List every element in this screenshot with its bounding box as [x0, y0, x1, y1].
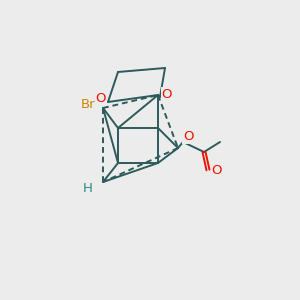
Text: Br: Br — [81, 98, 95, 112]
Text: O: O — [96, 92, 106, 106]
Text: O: O — [162, 88, 172, 100]
Text: O: O — [183, 130, 193, 143]
Text: O: O — [212, 164, 222, 176]
Text: H: H — [83, 182, 93, 194]
